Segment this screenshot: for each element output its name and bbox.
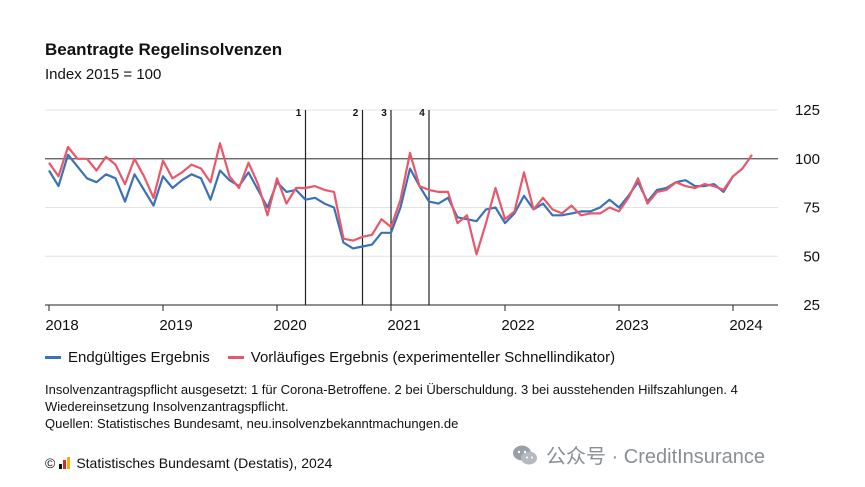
x-tick-label-2018: 2018 bbox=[45, 317, 78, 334]
x-tick-label-2019: 2019 bbox=[159, 317, 192, 334]
chart-notes: Insolvenzantragspflicht ausgesetzt: 1 fü… bbox=[45, 381, 825, 432]
marker-label-1: 1 bbox=[296, 108, 302, 119]
legend-swatch-red bbox=[227, 356, 244, 359]
x-tick-label-2024: 2024 bbox=[729, 317, 762, 334]
destatis-logo-icon bbox=[59, 457, 71, 469]
note-sources: Quellen: Statistisches Bundesamt, neu.in… bbox=[45, 416, 459, 431]
footer: © Statistisches Bundesamt (Destatis), 20… bbox=[45, 455, 332, 471]
copyright-icon: © bbox=[45, 455, 56, 471]
marker-label-3: 3 bbox=[381, 108, 387, 119]
legend-label-preliminary: Vorläufiges Ergebnis (experimenteller Sc… bbox=[250, 349, 616, 366]
wechat-icon bbox=[513, 445, 537, 464]
legend: Endgültiges Ergebnis Vorläufiges Ergebni… bbox=[45, 349, 615, 366]
watermark: 公众号 · CreditInsurance bbox=[512, 440, 765, 469]
y-tick-label-50: 50 bbox=[803, 248, 820, 265]
series-line-blue bbox=[48, 153, 734, 250]
x-tick-label-2023: 2023 bbox=[615, 317, 648, 334]
watermark-text: 公众号 · CreditInsurance bbox=[546, 446, 765, 468]
y-tick-label-75: 75 bbox=[803, 200, 820, 217]
legend-item-preliminary[interactable]: Vorläufiges Ergebnis (experimenteller Sc… bbox=[227, 349, 616, 366]
footer-text: Statistisches Bundesamt (Destatis), 2024 bbox=[76, 455, 333, 471]
y-tick-label-25: 25 bbox=[803, 297, 820, 314]
x-tick-label-2020: 2020 bbox=[273, 317, 306, 334]
marker-label-2: 2 bbox=[353, 108, 359, 119]
legend-label-final: Endgültiges Ergebnis bbox=[68, 349, 210, 366]
legend-swatch-blue bbox=[45, 356, 61, 359]
series-line-red bbox=[48, 142, 753, 256]
line-chart: 25 50 75 100 125 2018 2019 2020 2021 2022 2023 2024… bbox=[45, 102, 820, 334]
legend-item-final[interactable]: Endgültiges Ergebnis bbox=[45, 349, 210, 366]
x-tick-label-2022: 2022 bbox=[501, 317, 534, 334]
marker-label-4: 4 bbox=[419, 108, 425, 119]
note-suspension: Insolvenzantragspflicht ausgesetzt: 1 fü… bbox=[45, 382, 738, 414]
chart-title: Beantragte Regelinsolvenzen bbox=[45, 40, 283, 59]
y-tick-label-100: 100 bbox=[795, 151, 820, 168]
x-tick-label-2021: 2021 bbox=[387, 317, 420, 334]
y-tick-label-125: 125 bbox=[795, 102, 820, 119]
chart-subtitle: Index 2015 = 100 bbox=[45, 66, 162, 83]
